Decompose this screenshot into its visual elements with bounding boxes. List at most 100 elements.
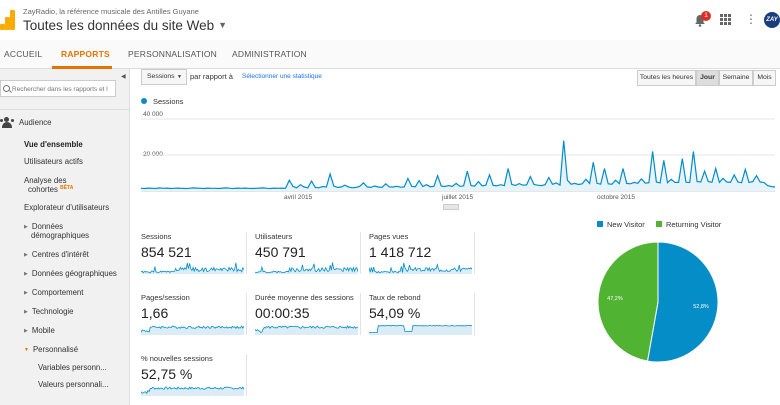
- chart-resize-handle[interactable]: [443, 204, 459, 210]
- sidebar-item-custom-variables[interactable]: Variables personn...: [38, 363, 107, 372]
- pie-slice-returning[interactable]: [597, 241, 659, 362]
- metric-select[interactable]: Sessions ▼: [141, 69, 187, 85]
- expand-arrow-icon: ▶: [24, 252, 28, 258]
- metric-label: Pages vues: [369, 232, 409, 241]
- beta-badge: BÊTA: [60, 185, 74, 191]
- collapse-arrow-icon: ▼: [24, 347, 29, 353]
- metric-sparkline: [141, 386, 244, 396]
- metric-label: Sessions: [141, 232, 172, 241]
- sidebar-item-demographics-line2[interactable]: démographiques: [31, 231, 90, 240]
- metric-label: Pages/session: [141, 293, 190, 302]
- metric-label: % nouvelles sessions: [141, 354, 213, 363]
- range-month-button[interactable]: Mois: [753, 70, 776, 86]
- sparkline-line: [141, 386, 244, 395]
- metric-value: 54,09 %: [369, 305, 421, 321]
- metric-card-pages-per-session[interactable]: Pages/session 1,66: [141, 293, 247, 335]
- expand-arrow-icon: ▶: [24, 309, 28, 315]
- metric-value: 854 521: [141, 244, 192, 260]
- sidebar-item-custom-values[interactable]: Valeurs personnali...: [38, 380, 109, 389]
- sessions-chart: 40 000 20 000 avril 2015 juillet 2015 oc…: [131, 109, 780, 209]
- metric-label: Taux de rebond: [369, 293, 421, 302]
- metric-card-sessions[interactable]: Sessions 854 521: [141, 232, 247, 274]
- sidebar-item-cohort[interactable]: cohortes BÊTA: [28, 185, 73, 194]
- tab-personnalisation[interactable]: PERSONNALISATION: [128, 49, 218, 59]
- demographics-label: Données: [31, 222, 64, 231]
- sessions-area-plot[interactable]: [131, 109, 780, 209]
- behavior-label: Comportement: [31, 288, 84, 297]
- technology-label: Technologie: [31, 307, 74, 316]
- metric-card-bounce-rate[interactable]: Taux de rebond 54,09 %: [369, 293, 475, 335]
- report-search: [0, 80, 116, 97]
- pie-slice-new[interactable]: [646, 241, 719, 363]
- pie-slice-label: 52,8%: [693, 304, 709, 310]
- range-week-button[interactable]: Semaine: [719, 70, 753, 86]
- chart-legend: Sessions: [141, 97, 183, 106]
- sidebar: ◀ Audience Vue d'ensemble Utilisateurs a…: [0, 69, 130, 405]
- metric-select-value: Sessions: [147, 73, 175, 80]
- tab-rapports[interactable]: RAPPORTS: [61, 49, 110, 59]
- account-name[interactable]: ZayRadio, la référence musicale des Anti…: [23, 7, 199, 16]
- analytics-logo-icon[interactable]: [0, 8, 15, 30]
- sparkline-line: [255, 262, 358, 274]
- visitor-pie-chart[interactable]: 52,8% 47,2%: [596, 240, 720, 364]
- legend-swatch: [597, 221, 603, 227]
- mobile-label: Mobile: [31, 326, 55, 335]
- range-hourly-button[interactable]: Toutes les heures: [637, 70, 696, 86]
- metric-sparkline: [141, 262, 244, 274]
- caret-down-icon: ▼: [218, 20, 228, 30]
- metric-value: 52,75 %: [141, 366, 193, 382]
- search-icon: [3, 85, 10, 92]
- sidebar-item-geo[interactable]: ▶ Données géographiques: [24, 269, 117, 278]
- legend-swatch: [141, 98, 147, 104]
- expand-arrow-icon: ▶: [24, 224, 28, 230]
- metric-value: 1,66: [141, 305, 169, 321]
- metric-value: 00:00:35: [255, 305, 310, 321]
- metric-card-avg-duration[interactable]: Durée moyenne des sessions 00:00:35: [255, 293, 361, 335]
- metric-sparkline: [255, 325, 358, 335]
- metric-card-users[interactable]: Utilisateurs 450 791: [255, 232, 361, 274]
- sidebar-item-overview[interactable]: Vue d'ensemble: [24, 140, 83, 149]
- sidebar-section-audience[interactable]: Audience: [19, 118, 52, 127]
- sidebar-item-active-users[interactable]: Utilisateurs actifs: [24, 157, 83, 166]
- custom-label: Personnalisé: [32, 345, 79, 354]
- chevron-down-icon: ▼: [177, 74, 182, 80]
- metric-card-new-sessions[interactable]: % nouvelles sessions 52,75 %: [141, 354, 247, 396]
- sidebar-item-behavior[interactable]: ▶ Comportement: [24, 288, 83, 297]
- brand-logo[interactable]: ZAY: [764, 12, 780, 28]
- sidebar-item-mobile[interactable]: ▶ Mobile: [24, 326, 55, 335]
- metric-sparkline: [255, 262, 358, 274]
- x-tick-label: avril 2015: [284, 194, 313, 201]
- property-selector[interactable]: Toutes les données du site Web ▼: [23, 18, 227, 33]
- sparkline-area: [369, 325, 472, 335]
- tab-accueil[interactable]: ACCUEIL: [4, 49, 43, 59]
- active-tab-indicator: [52, 66, 112, 69]
- sidebar-item-interests[interactable]: ▶ Centres d'intérêt: [24, 250, 89, 259]
- pie-slice-label: 47,2%: [607, 296, 623, 302]
- apps-grid-icon[interactable]: [720, 14, 731, 25]
- sparkline-area: [255, 326, 358, 335]
- sessions-line: [140, 140, 776, 190]
- range-day-button[interactable]: Jour: [696, 70, 719, 86]
- metric-value: 450 791: [255, 244, 306, 260]
- metric-sparkline: [369, 324, 472, 335]
- main-content: Sessions ▼ par rapport à Sélectionner une…: [131, 69, 780, 405]
- cohort-label: cohortes: [28, 185, 58, 194]
- search-input[interactable]: [12, 83, 115, 95]
- select-metric-link[interactable]: Sélectionner une statistique: [242, 73, 322, 80]
- metric-value: 1 418 712: [369, 244, 432, 260]
- top-header: ZayRadio, la référence musicale des Anti…: [0, 0, 780, 40]
- sidebar-item-cohort-line1[interactable]: Analyse des: [24, 176, 67, 185]
- sidebar-item-demographics[interactable]: ▶ Données: [24, 222, 63, 231]
- more-options-icon[interactable]: ⋮: [745, 12, 757, 26]
- collapse-sidebar-icon[interactable]: ◀: [121, 74, 126, 80]
- sidebar-item-technology[interactable]: ▶ Technologie: [24, 307, 73, 316]
- property-name: Toutes les données du site Web: [23, 18, 215, 33]
- tab-administration[interactable]: ADMINISTRATION: [232, 49, 307, 59]
- metric-card-pageviews[interactable]: Pages vues 1 418 712: [369, 232, 475, 274]
- sparkline-area: [369, 262, 472, 274]
- interests-label: Centres d'intérêt: [31, 250, 89, 259]
- sidebar-item-custom[interactable]: ▼ Personnalisé: [24, 345, 78, 354]
- notification-badge: 1: [701, 11, 711, 21]
- sidebar-item-user-explorer[interactable]: Explorateur d'utilisateurs: [24, 203, 110, 212]
- pie-legend-label: New Visitor: [607, 220, 645, 229]
